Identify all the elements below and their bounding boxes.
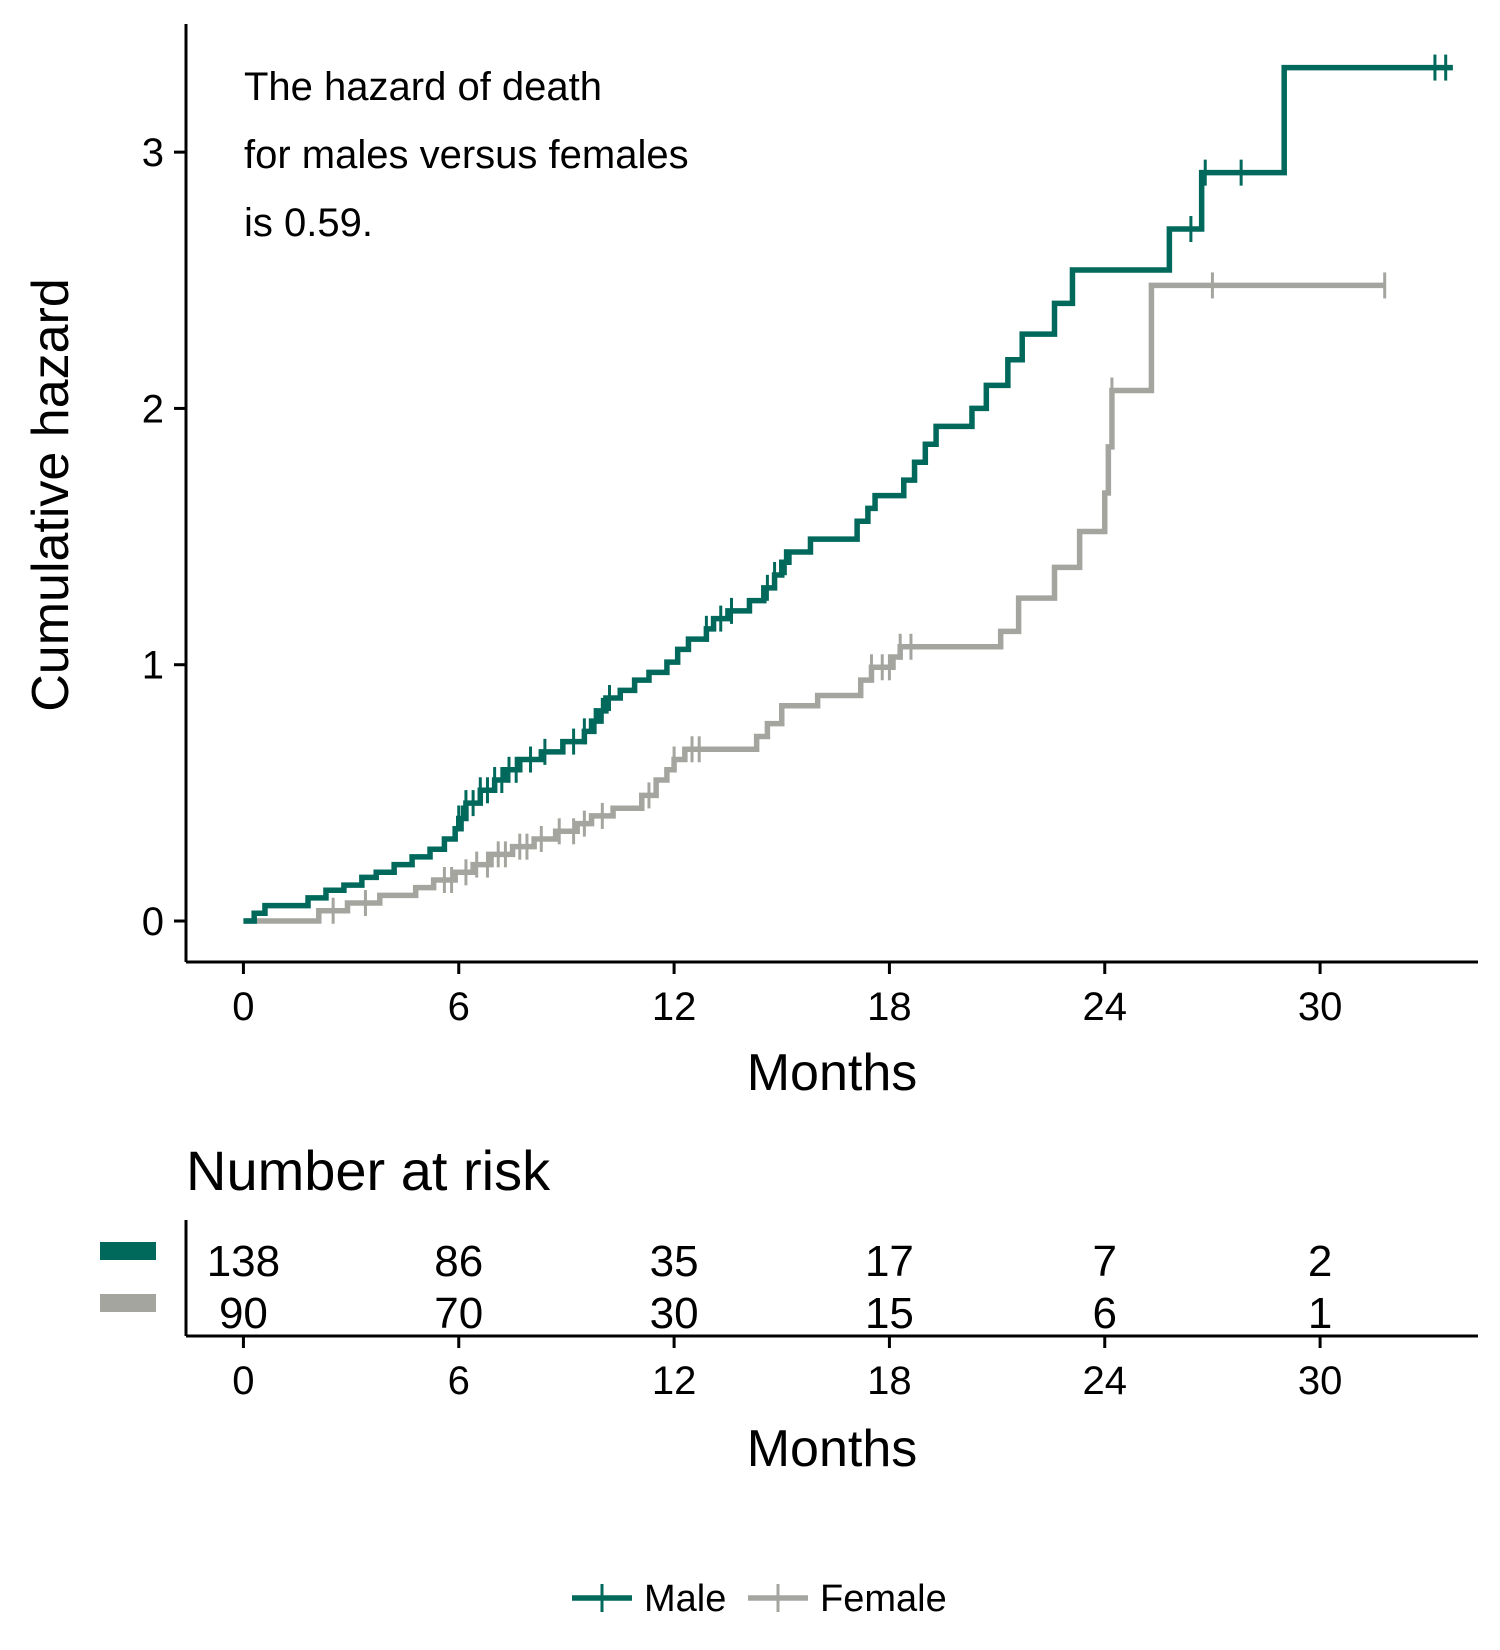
x-tick-label: 12 xyxy=(652,1359,697,1403)
x-tick-label: 12 xyxy=(652,985,697,1029)
y-tick-label: 0 xyxy=(142,900,164,944)
risk-count: 15 xyxy=(865,1289,914,1338)
risk-count: 30 xyxy=(650,1289,699,1338)
risk-count: 6 xyxy=(1093,1289,1117,1338)
legend-item-male: Male xyxy=(572,1578,726,1620)
risk-table-x-ticks: 0 6 12 18 24 30 xyxy=(232,1336,1342,1403)
annotation-line-1: The hazard of death xyxy=(244,65,602,109)
annotation-line-2: for males versus females xyxy=(244,133,689,177)
risk-row-color-key xyxy=(100,1242,156,1260)
y-tick-label: 3 xyxy=(142,131,164,175)
x-tick-label: 24 xyxy=(1083,1359,1128,1403)
risk-table-body: 138 86 35 17 7 2 90 70 30 15 6 1 xyxy=(100,1237,1332,1338)
x-tick-label: 6 xyxy=(448,985,470,1029)
legend-item-female: Female xyxy=(748,1578,947,1620)
x-tick-label: 18 xyxy=(867,1359,912,1403)
x-tick-label: 6 xyxy=(448,1359,470,1403)
risk-count: 90 xyxy=(219,1289,268,1338)
series-line-female xyxy=(243,282,1385,924)
risk-count: 86 xyxy=(434,1237,483,1286)
risk-row-color-key xyxy=(100,1294,156,1312)
risk-count: 1 xyxy=(1308,1289,1332,1338)
risk-count: 138 xyxy=(207,1237,280,1286)
legend: Male Female xyxy=(572,1578,947,1620)
hazard-ratio-annotation: The hazard of death for males versus fem… xyxy=(244,65,689,245)
x-tick-label: 0 xyxy=(232,985,254,1029)
x-tick-label: 24 xyxy=(1083,985,1128,1029)
risk-row-male: 138 86 35 17 7 2 xyxy=(100,1237,1332,1286)
series-layer xyxy=(243,54,1453,924)
legend-label: Male xyxy=(644,1578,726,1620)
x-axis-ticks: 0 6 12 18 24 30 xyxy=(232,962,1342,1029)
y-tick-label: 1 xyxy=(142,644,164,688)
legend-label: Female xyxy=(820,1578,947,1620)
x-tick-label: 18 xyxy=(867,985,912,1029)
risk-count: 70 xyxy=(434,1289,483,1338)
risk-count: 7 xyxy=(1093,1237,1117,1286)
x-axis-title: Months xyxy=(747,1044,918,1102)
y-axis-ticks: 0 1 2 3 xyxy=(142,131,186,944)
series-male xyxy=(243,54,1453,924)
risk-count: 35 xyxy=(650,1237,699,1286)
y-axis-title: Cumulative hazard xyxy=(22,278,80,712)
x-tick-label: 30 xyxy=(1298,985,1343,1029)
series-female xyxy=(243,272,1387,924)
risk-row-female: 90 70 30 15 6 1 xyxy=(100,1289,1332,1338)
series-line-male xyxy=(243,64,1453,924)
y-tick-label: 2 xyxy=(142,387,164,431)
risk-count: 2 xyxy=(1308,1237,1332,1286)
x-tick-label: 30 xyxy=(1298,1359,1343,1403)
risk-table-x-axis-title: Months xyxy=(747,1420,918,1478)
x-tick-label: 0 xyxy=(232,1359,254,1403)
risk-count: 17 xyxy=(865,1237,914,1286)
risk-table-title: Number at risk xyxy=(186,1139,551,1202)
annotation-line-3: is 0.59. xyxy=(244,201,373,245)
